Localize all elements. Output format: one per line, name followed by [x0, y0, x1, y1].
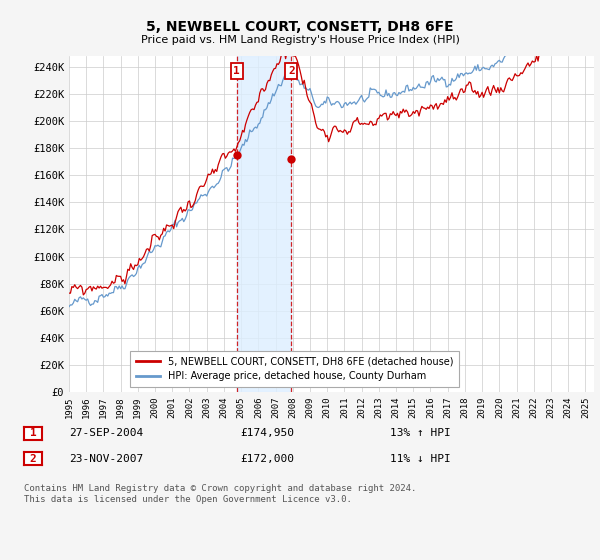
Text: 2: 2 — [288, 66, 295, 76]
Bar — [237, 56, 292, 392]
Text: 1: 1 — [29, 428, 37, 438]
Text: 27-SEP-2004: 27-SEP-2004 — [69, 428, 143, 438]
Text: Price paid vs. HM Land Registry's House Price Index (HPI): Price paid vs. HM Land Registry's House … — [140, 35, 460, 45]
Text: Contains HM Land Registry data © Crown copyright and database right 2024.
This d: Contains HM Land Registry data © Crown c… — [24, 484, 416, 504]
Text: 2: 2 — [29, 454, 37, 464]
Text: 13% ↑ HPI: 13% ↑ HPI — [390, 428, 451, 438]
Text: £174,950: £174,950 — [240, 428, 294, 438]
Text: 11% ↓ HPI: 11% ↓ HPI — [390, 454, 451, 464]
Text: 5, NEWBELL COURT, CONSETT, DH8 6FE: 5, NEWBELL COURT, CONSETT, DH8 6FE — [146, 20, 454, 34]
Legend: 5, NEWBELL COURT, CONSETT, DH8 6FE (detached house), HPI: Average price, detache: 5, NEWBELL COURT, CONSETT, DH8 6FE (deta… — [130, 351, 460, 387]
Text: 1: 1 — [233, 66, 240, 76]
Text: 23-NOV-2007: 23-NOV-2007 — [69, 454, 143, 464]
Text: £172,000: £172,000 — [240, 454, 294, 464]
